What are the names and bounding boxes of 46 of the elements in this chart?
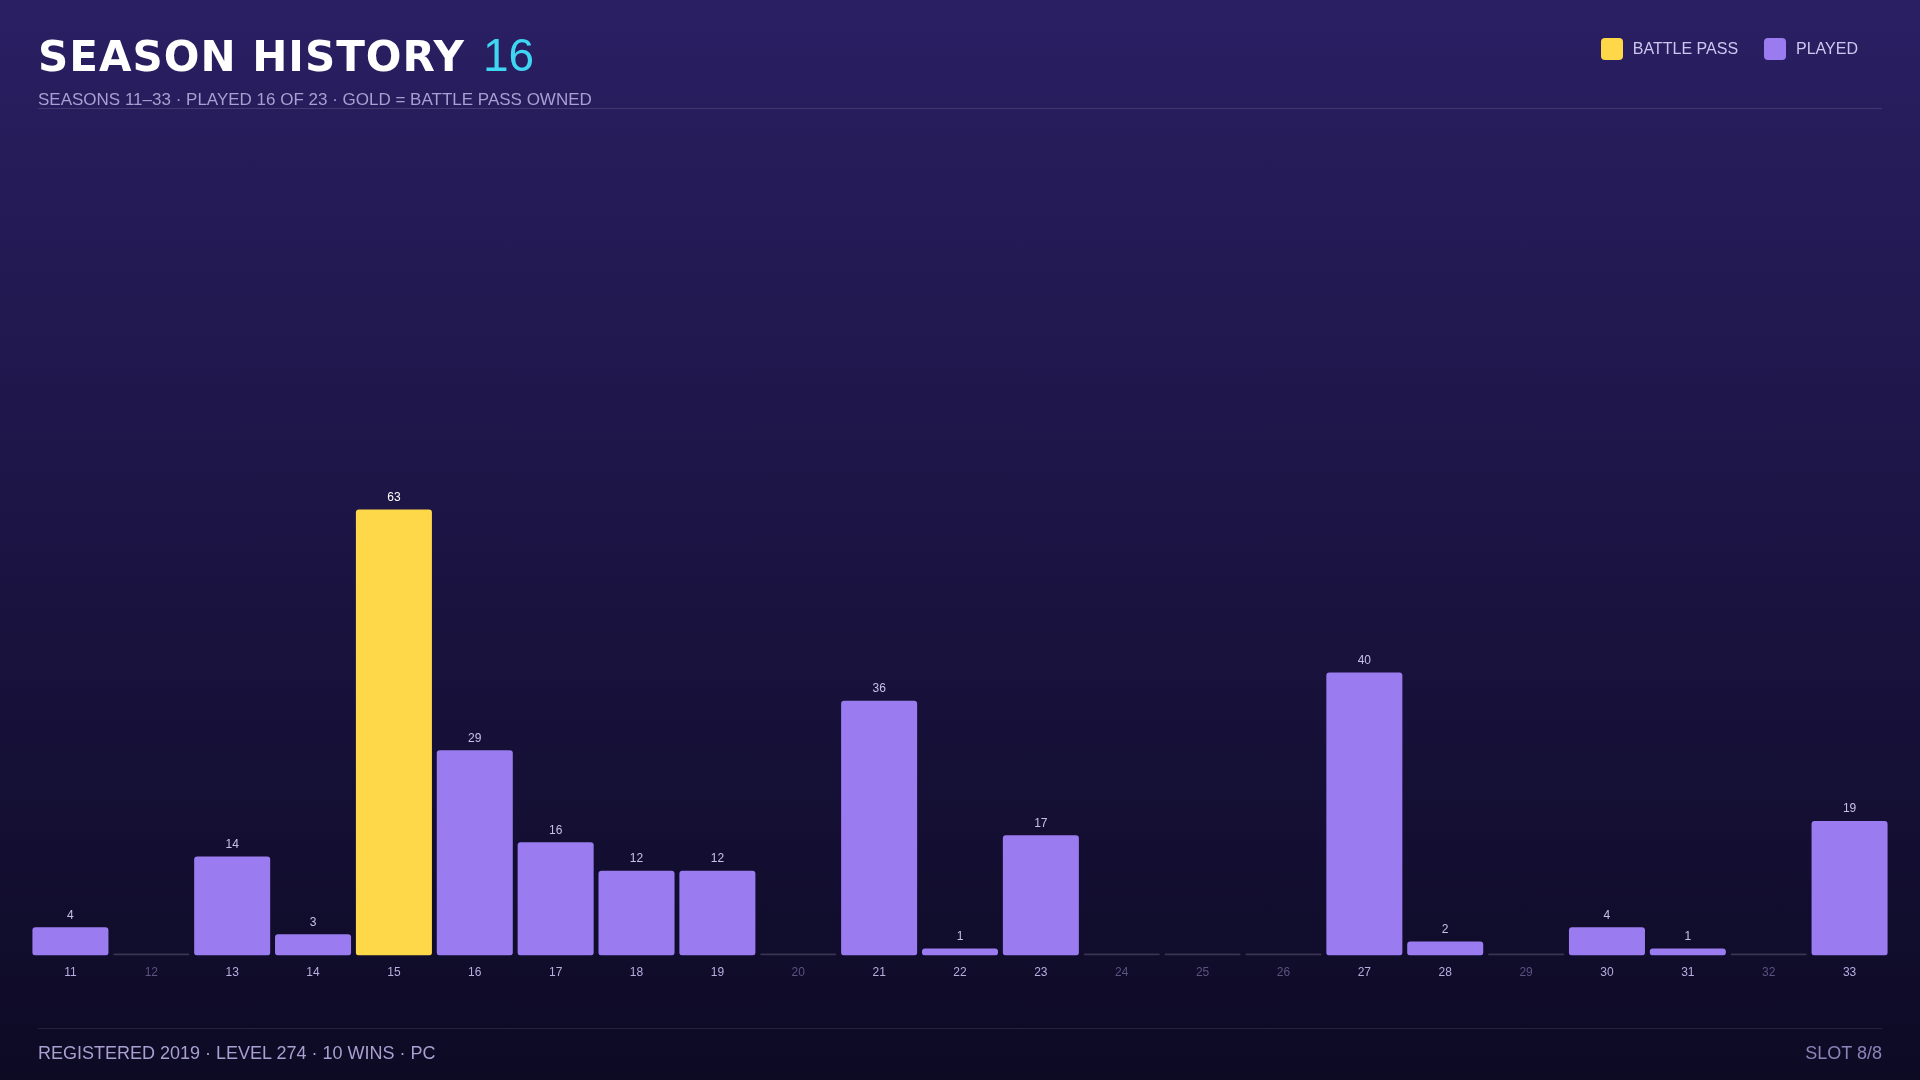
x-tick-label: 25 xyxy=(1195,965,1210,980)
data-label: 40 xyxy=(1357,652,1372,667)
data-label: 36 xyxy=(872,681,887,696)
x-tick-label: 11 xyxy=(64,965,77,980)
x-tick-label: 15 xyxy=(387,965,401,980)
data-label: 17 xyxy=(1034,815,1048,830)
data-label: 14 xyxy=(225,836,240,851)
data-label: 2 xyxy=(1441,921,1449,936)
x-tick-label: 26 xyxy=(1276,965,1291,980)
x-tick-label: 33 xyxy=(1842,965,1857,980)
data-label: 63 xyxy=(387,489,401,504)
x-tick-label: 24 xyxy=(1115,965,1129,980)
x-tick-label: 12 xyxy=(144,965,159,980)
chart-title: SEASON HISTORY xyxy=(38,32,466,81)
x-tick-label: 31 xyxy=(1681,965,1695,980)
x-tick-label: 19 xyxy=(710,965,725,980)
x-tick-label: 28 xyxy=(1438,965,1453,980)
x-tick-label: 32 xyxy=(1762,965,1776,980)
x-tick-label: 21 xyxy=(872,965,887,980)
text: SLOT 8/8 xyxy=(1805,1043,1882,1064)
text: 16 xyxy=(483,28,535,82)
x-tick-label: 14 xyxy=(306,965,321,980)
data-label: 16 xyxy=(548,822,563,837)
data-label: 29 xyxy=(468,730,482,745)
legend-label: PLAYED xyxy=(1796,40,1858,58)
x-tick-label: 30 xyxy=(1600,965,1614,980)
data-label: 19 xyxy=(1842,801,1857,816)
x-tick-label: 22 xyxy=(953,965,967,980)
x-tick-label: 17 xyxy=(548,965,563,980)
x-tick-label: 20 xyxy=(791,965,806,980)
x-tick-label: 29 xyxy=(1519,965,1534,980)
x-tick-label: 18 xyxy=(629,965,644,980)
chart-subtitle: SEASONS 11–33 · PLAYED 16 OF 23 · GOLD = BATTLE PASS OWNED xyxy=(38,90,592,110)
data-label: 1 xyxy=(1684,928,1692,943)
x-tick-label: 27 xyxy=(1357,965,1372,980)
data-label: 12 xyxy=(710,850,725,865)
data-label: 4 xyxy=(1603,907,1611,922)
x-tick-label: 23 xyxy=(1034,965,1048,980)
data-label: 3 xyxy=(309,914,317,929)
x-tick-label: 13 xyxy=(225,965,240,980)
data-label: 4 xyxy=(67,907,75,922)
text: REGISTERED 2019 · LEVEL 274 · 10 WINS · PC xyxy=(38,1043,436,1064)
legend-label: BATTLE PASS xyxy=(1632,40,1739,58)
data-label: 12 xyxy=(629,850,644,865)
x-tick-label: 16 xyxy=(468,965,482,980)
data-label: 1 xyxy=(956,928,964,943)
